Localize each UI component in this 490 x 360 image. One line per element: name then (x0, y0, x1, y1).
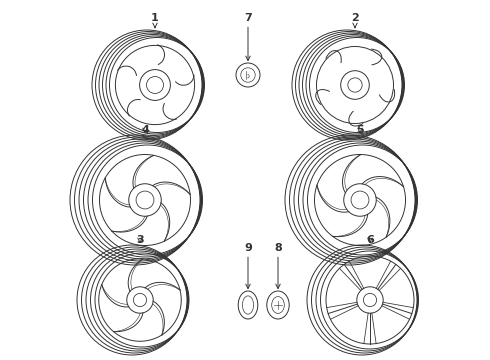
Text: 3: 3 (136, 235, 144, 245)
Text: 1: 1 (151, 13, 159, 28)
Text: 7: 7 (244, 13, 252, 60)
Text: 4: 4 (141, 125, 149, 135)
Text: 2: 2 (351, 13, 359, 28)
Text: 8: 8 (274, 243, 282, 288)
Text: 9: 9 (244, 243, 252, 288)
Text: 6: 6 (366, 235, 374, 245)
Text: 5: 5 (356, 125, 364, 135)
